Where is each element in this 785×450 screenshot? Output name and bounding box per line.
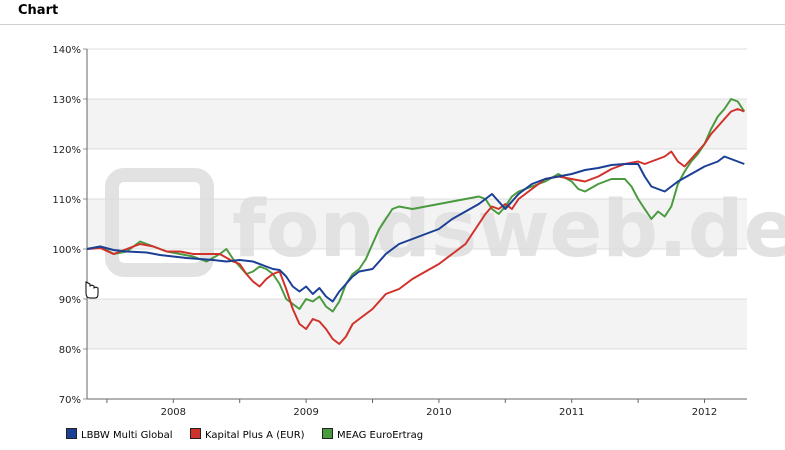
legend-swatch bbox=[322, 428, 333, 439]
legend-label: MEAG EuroErtrag bbox=[337, 430, 424, 441]
legend-swatch bbox=[190, 428, 201, 439]
chart-header-title: Chart bbox=[18, 3, 59, 18]
legend-item: LBBW Multi Global bbox=[66, 428, 173, 441]
legend-swatch bbox=[66, 428, 77, 439]
legend-item: Kapital Plus A (EUR) bbox=[190, 428, 305, 441]
watermark-logo-frame bbox=[105, 168, 214, 277]
background-band bbox=[87, 99, 747, 149]
series-line-kapital-plus-a-eur bbox=[86, 108, 745, 345]
background-band bbox=[87, 299, 747, 349]
line-chart: fondsweb.de 70%80%90%100%110%120%130%140… bbox=[52, 45, 785, 418]
series-line-lbbw-multi-global bbox=[86, 155, 745, 303]
y-tick-label: 80% bbox=[59, 345, 81, 356]
x-tick-label: 2009 bbox=[293, 407, 318, 418]
y-tick-label: 130% bbox=[52, 95, 81, 106]
legend-item: MEAG EuroErtrag bbox=[322, 428, 423, 441]
x-tick-label: 2008 bbox=[161, 407, 186, 418]
x-tick-label: 2010 bbox=[426, 407, 451, 418]
y-tick-label: 140% bbox=[52, 45, 81, 56]
y-tick-label: 110% bbox=[52, 195, 81, 206]
x-tick-label: 2011 bbox=[559, 407, 584, 418]
chart-header: Chart bbox=[0, 0, 785, 25]
axes bbox=[83, 48, 747, 403]
series-lines bbox=[86, 98, 746, 345]
y-tick-label: 70% bbox=[59, 395, 81, 406]
legend-label: LBBW Multi Global bbox=[81, 430, 173, 441]
y-tick-label: 120% bbox=[52, 145, 81, 156]
legend-label: Kapital Plus A (EUR) bbox=[205, 430, 305, 441]
tick-labels: 70% 80% 90% 100% 110% 120% 130% 140% 2008 2009 201… bbox=[52, 45, 717, 418]
y-tick-label: 90% bbox=[59, 295, 81, 306]
hand-cursor-icon bbox=[85, 281, 99, 299]
x-tick-label: 2012 bbox=[692, 407, 717, 418]
y-tick-label: 100% bbox=[52, 245, 81, 256]
